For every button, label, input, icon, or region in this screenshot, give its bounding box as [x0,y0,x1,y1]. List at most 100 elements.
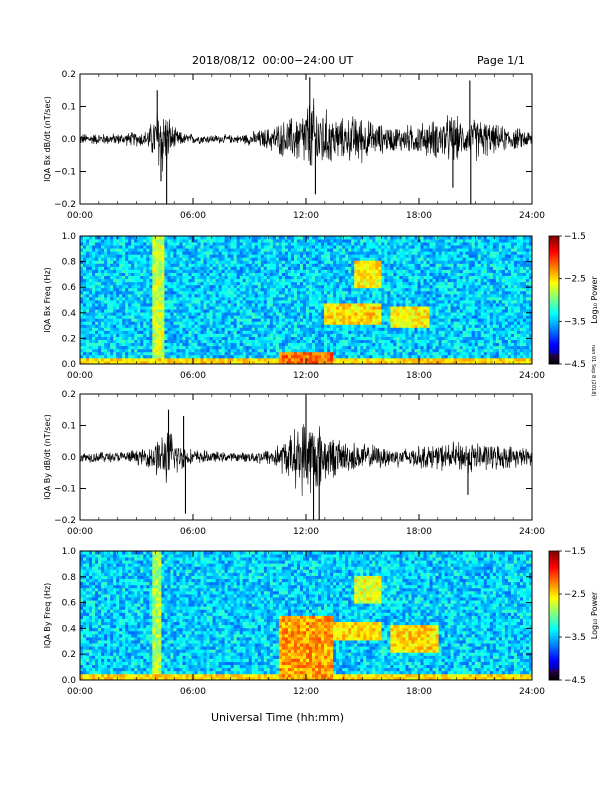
spectrogram-cell [209,354,213,359]
spectrogram-cell [110,336,114,341]
spectrogram-cell [260,236,265,240]
spectrogram-cell [387,339,391,344]
spectrogram-cell [275,278,280,283]
spectrogram-cell [227,293,232,298]
spectrogram-cell [194,357,198,362]
spectrogram-cell [399,290,403,295]
spectrogram-cell [143,330,147,334]
spectrogram-cell [278,263,283,267]
spectrogram-cell [348,236,352,240]
spectrogram-cell [429,333,433,337]
spectrogram-cell [122,257,126,261]
spectrogram-cell [327,324,331,328]
spectrogram-cell [92,257,96,261]
spectrogram-cell [104,327,108,331]
spectrogram-cell [188,324,192,328]
spectrogram-cell [194,342,198,347]
spectrogram-cell [330,236,334,240]
spectrogram-cell [227,278,232,283]
spectrogram-cell [179,266,183,270]
spectrogram-cell [396,266,400,270]
spectrogram-cell [321,324,325,328]
spectrogram-cell [414,266,418,270]
spectrogram-cell [290,266,295,270]
spectrogram-cell [342,248,346,252]
spectrogram-cell [342,315,346,319]
spectrogram-cell [128,296,132,301]
spectrogram-cell [128,339,132,344]
spectrogram-cell [321,275,325,280]
spectrogram-cell [221,260,226,264]
spectrogram-cell [429,336,433,341]
spectrogram-cell [209,321,213,325]
spectrogram-cell [399,257,403,261]
spectrogram-cell [143,263,147,267]
spectrogram-cell [429,324,433,328]
spectrogram-cell [324,296,328,301]
spectrogram-cell [215,281,220,286]
spectrogram-cell [387,357,391,362]
spectrogram-cell [230,281,235,286]
spectrogram-cell [137,309,141,313]
spectrogram-cell [92,245,96,249]
spectrogram-cell [312,357,316,362]
spectrogram-cell [260,312,265,316]
spectrogram-cell [221,272,226,277]
spectrogram-cell [351,315,355,319]
spectrogram-cell [387,257,391,261]
spectrogram-cell [137,281,141,286]
spectrogram-cell [233,287,238,292]
spectrogram-cell [302,263,307,267]
spectrogram-cell [86,290,90,295]
spectrogram-cell [245,342,250,347]
spectrogram-cell [284,315,289,319]
spectrogram-cell [224,300,229,304]
spectrogram-cell [327,284,331,289]
spectrogram-cell [345,290,349,295]
spectrogram-cell [426,257,430,261]
spectrogram-cell [203,254,207,258]
spectrogram-cell [309,354,313,359]
spectrogram-cell [107,266,111,270]
spectrogram-cell [387,263,391,267]
spectrogram-cell [95,263,99,267]
spectrogram-cell [92,236,96,240]
spectrogram-cell [206,248,210,252]
spectrogram-cell [272,306,277,310]
spectrogram-cell [242,321,247,325]
spectrogram-cell [318,357,322,362]
spectrogram-cell [293,303,298,307]
spectrogram-cell [113,354,117,359]
spectrogram-cell [209,251,213,255]
spectrogram-cell [254,293,259,298]
spectrogram-cell [390,239,394,243]
spectrogram-cell [342,336,346,341]
spectrogram-cell [182,287,186,292]
spectrogram-cell [137,266,141,270]
spectrogram-cell [345,269,349,273]
spectrogram-cell [197,242,201,246]
spectrogram-cell [393,300,397,304]
spectrogram-cell [399,351,403,356]
spectrogram-cell [293,345,298,350]
spectrogram-cell [104,318,108,322]
spectrogram-cell [393,272,397,277]
spectrogram-cell [390,312,394,316]
spectrogram-cell [318,315,322,319]
spectrogram-cell [378,242,382,246]
spectrogram-cell [206,254,210,258]
spectrogram-cell [366,266,370,270]
spectrogram-cell [182,293,186,298]
spectrogram-cell [110,306,114,310]
spectrogram-cell [375,327,379,331]
spectrogram-cell [381,354,385,359]
spectrogram-cell [230,257,235,261]
spectrogram-cell [348,266,352,270]
spectrogram-cell [342,239,346,243]
spectrogram-cell [296,324,301,328]
spectrogram-cell [125,263,129,267]
spectrogram-cell [381,333,385,337]
spectrogram-cell [194,318,198,322]
spectrogram-cell [269,360,274,365]
spectrogram-cell [369,309,373,313]
